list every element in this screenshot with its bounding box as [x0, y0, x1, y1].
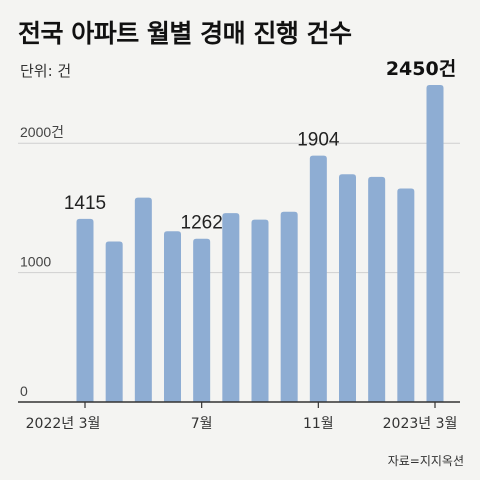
y-tick-label: 0	[20, 383, 28, 399]
x-tick-label: 11월	[303, 416, 334, 432]
bar	[309, 155, 327, 402]
data-label: 2450건	[386, 58, 456, 80]
x-tick-label: 7월	[191, 416, 213, 432]
unit-label: 단위: 건	[20, 62, 72, 80]
bar	[251, 219, 269, 402]
bar	[193, 238, 211, 402]
bar	[76, 218, 94, 402]
bar	[280, 211, 298, 402]
data-label: 1904	[297, 130, 340, 151]
y-tick-label: 1000	[20, 254, 51, 270]
bar	[105, 241, 123, 402]
chart-title: 전국 아파트 월별 경매 진행 건수	[18, 19, 352, 48]
bar	[134, 197, 152, 402]
bar	[426, 85, 444, 402]
y-tick-label: 2000건	[20, 124, 64, 140]
source-note: 자료=지지옥션	[387, 454, 464, 468]
bar	[222, 213, 240, 402]
data-label: 1415	[64, 193, 106, 214]
bar	[368, 176, 386, 402]
bar	[339, 174, 356, 402]
data-label: 1262	[181, 213, 223, 234]
bar	[397, 188, 415, 402]
bar	[164, 231, 181, 402]
x-tick-label: 2023년 3월	[383, 416, 458, 432]
x-tick-label: 2022년 3월	[26, 416, 101, 432]
